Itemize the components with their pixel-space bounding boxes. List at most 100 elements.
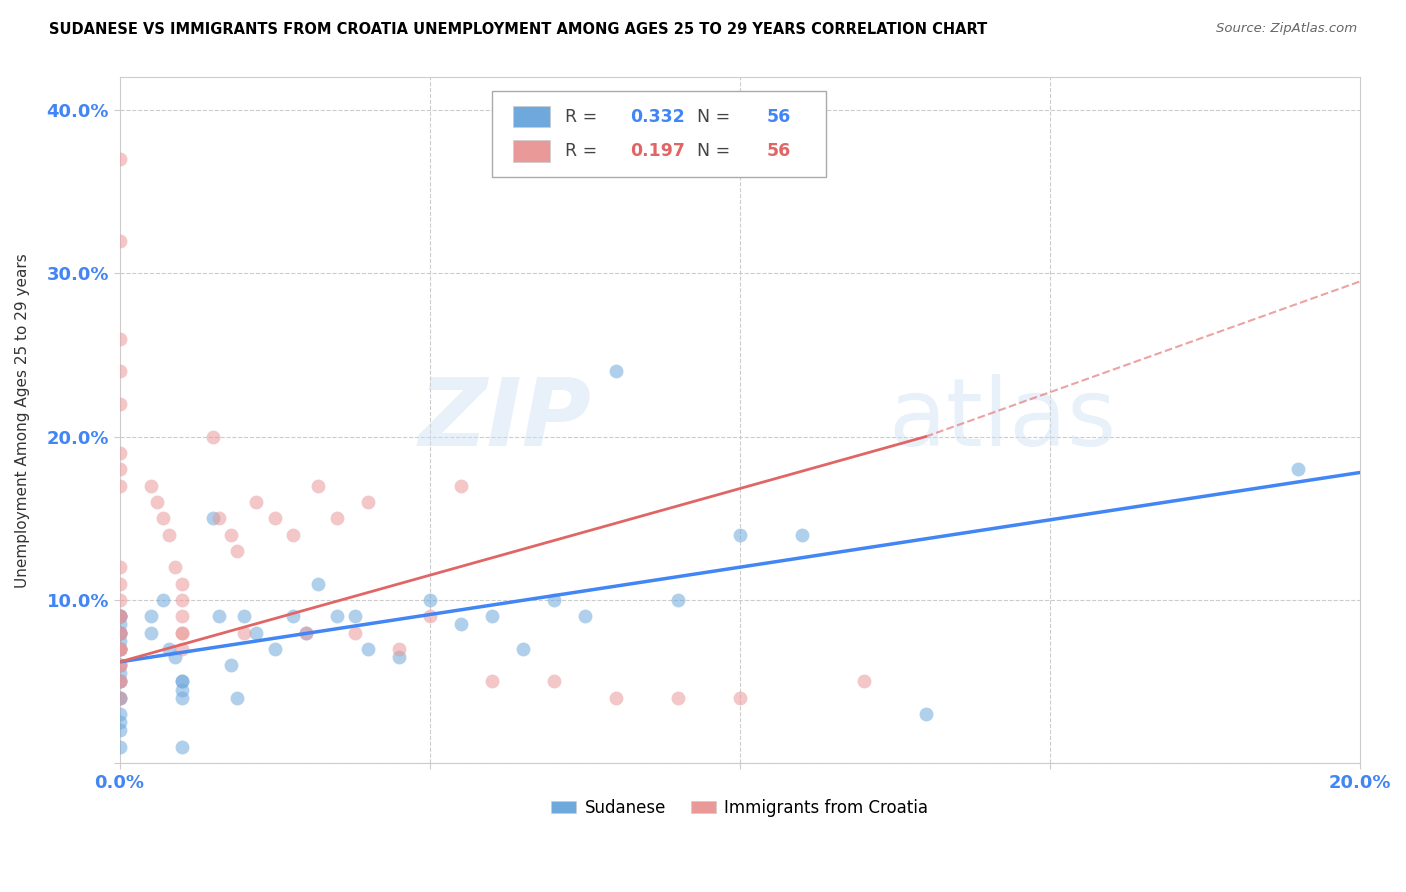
Point: [108, 625, 131, 640]
Bar: [513, 140, 550, 161]
Point: [325, 609, 347, 624]
Point: [108, 641, 131, 656]
Point: [108, 397, 131, 411]
Point: [232, 609, 254, 624]
Point: [108, 715, 131, 730]
Point: [208, 609, 231, 624]
Point: [543, 592, 565, 607]
Point: [108, 446, 131, 460]
Point: [108, 592, 131, 607]
Point: [481, 609, 503, 624]
Point: [294, 625, 316, 640]
Point: [170, 674, 193, 689]
Point: [170, 674, 193, 689]
Point: [152, 511, 174, 525]
Point: [388, 650, 411, 665]
Point: [219, 658, 242, 673]
Point: [108, 609, 131, 624]
Point: [108, 723, 131, 738]
Point: [170, 592, 193, 607]
Legend: Sudanese, Immigrants from Croatia: Sudanese, Immigrants from Croatia: [544, 792, 935, 823]
Point: [294, 625, 316, 640]
Y-axis label: Unemployment Among Ages 25 to 29 years: Unemployment Among Ages 25 to 29 years: [15, 253, 30, 588]
Point: [146, 495, 169, 509]
Point: [852, 674, 875, 689]
Point: [108, 641, 131, 656]
Point: [419, 609, 441, 624]
Point: [139, 478, 162, 492]
Point: [226, 690, 249, 705]
Point: [108, 625, 131, 640]
Point: [450, 478, 472, 492]
Point: [325, 511, 347, 525]
Point: [170, 625, 193, 640]
Point: [108, 364, 131, 378]
Point: [201, 429, 224, 443]
Text: N =: N =: [686, 108, 737, 126]
Text: 0.332: 0.332: [630, 108, 685, 126]
Point: [450, 617, 472, 632]
Point: [108, 674, 131, 689]
Point: [108, 707, 131, 722]
Point: [108, 332, 131, 346]
Point: [157, 527, 180, 541]
Point: [108, 658, 131, 673]
Point: [108, 609, 131, 624]
Point: [419, 592, 441, 607]
Point: [108, 641, 131, 656]
Text: 56: 56: [766, 108, 792, 126]
Point: [543, 674, 565, 689]
Point: [344, 609, 367, 624]
Point: [245, 625, 267, 640]
Point: [728, 690, 751, 705]
Point: [356, 495, 378, 509]
Point: [108, 674, 131, 689]
Point: [481, 674, 503, 689]
Point: [108, 666, 131, 681]
Point: [307, 478, 329, 492]
Text: R =: R =: [565, 108, 603, 126]
Point: [1286, 462, 1309, 476]
Text: Source: ZipAtlas.com: Source: ZipAtlas.com: [1216, 22, 1357, 36]
Point: [108, 609, 131, 624]
Point: [108, 478, 131, 492]
Point: [108, 690, 131, 705]
Point: [108, 674, 131, 689]
Point: [108, 609, 131, 624]
Point: [208, 511, 231, 525]
Point: [356, 641, 378, 656]
Point: [219, 527, 242, 541]
Point: [914, 707, 936, 722]
Point: [170, 682, 193, 697]
Point: [157, 641, 180, 656]
Point: [283, 609, 305, 624]
Point: [108, 658, 131, 673]
Text: SUDANESE VS IMMIGRANTS FROM CROATIA UNEMPLOYMENT AMONG AGES 25 TO 29 YEARS CORRE: SUDANESE VS IMMIGRANTS FROM CROATIA UNEM…: [49, 22, 987, 37]
Point: [108, 625, 131, 640]
Point: [170, 625, 193, 640]
Point: [263, 641, 285, 656]
Text: ZIP: ZIP: [418, 375, 591, 467]
Point: [108, 560, 131, 574]
Point: [108, 658, 131, 673]
Point: [108, 576, 131, 591]
Point: [388, 641, 411, 656]
Point: [170, 609, 193, 624]
Text: 0.197: 0.197: [630, 142, 685, 160]
Point: [307, 576, 329, 591]
Point: [152, 592, 174, 607]
Point: [108, 609, 131, 624]
Point: [666, 690, 689, 705]
Point: [263, 511, 285, 525]
Text: 56: 56: [766, 142, 792, 160]
Point: [108, 617, 131, 632]
Point: [790, 527, 813, 541]
Point: [108, 690, 131, 705]
Point: [605, 364, 627, 378]
Point: [226, 544, 249, 558]
Point: [139, 609, 162, 624]
Point: [165, 560, 187, 574]
Point: [108, 739, 131, 754]
Point: [108, 641, 131, 656]
Point: [108, 633, 131, 648]
